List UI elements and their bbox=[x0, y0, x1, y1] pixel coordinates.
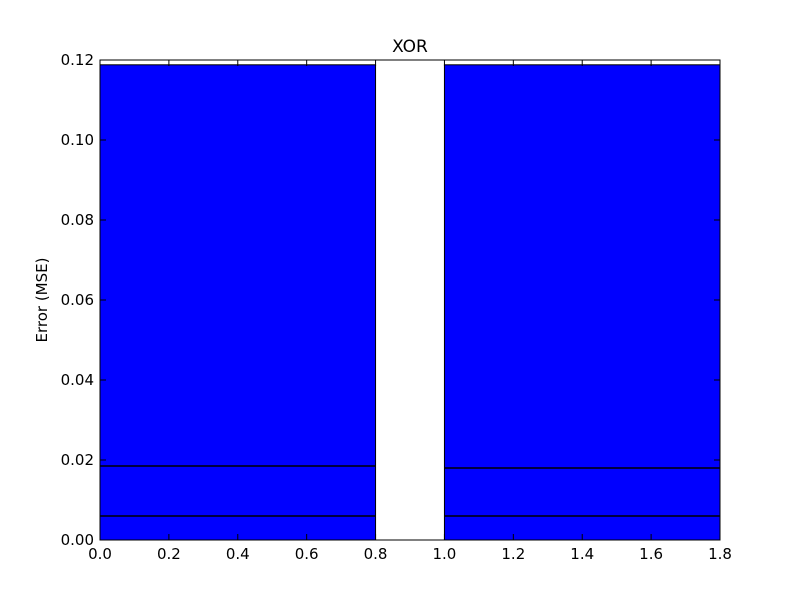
y-tick-label-2: 0.04 bbox=[61, 371, 94, 389]
y-tick-label-0: 0.00 bbox=[61, 531, 94, 549]
x-tick-label-1: 0.2 bbox=[157, 545, 181, 563]
chart-title: XOR bbox=[392, 37, 428, 57]
y-tick-label-6: 0.12 bbox=[61, 51, 94, 69]
ticks-layer: 0.0 0.2 0.4 0.6 0.8 1.0 1.2 1.4 1.6 1.8 0.00 0.02 0.… bbox=[61, 51, 732, 563]
x-tick-label-5: 1.0 bbox=[433, 545, 457, 563]
y-axis-label: Error (MSE) bbox=[33, 258, 51, 343]
x-tick-label-2: 0.4 bbox=[226, 545, 250, 563]
x-tick-label-0: 0.0 bbox=[88, 545, 112, 563]
x-tick-label-6: 1.2 bbox=[501, 545, 525, 563]
bar-0 bbox=[99, 64, 377, 541]
y-tick-label-1: 0.02 bbox=[61, 451, 94, 469]
x-tick-label-8: 1.6 bbox=[639, 545, 663, 563]
x-tick-label-4: 0.8 bbox=[364, 545, 388, 563]
x-tick-label-3: 0.6 bbox=[295, 545, 319, 563]
x-tick-label-7: 1.4 bbox=[570, 545, 594, 563]
bars-layer bbox=[99, 64, 721, 541]
x-tick-label-9: 1.8 bbox=[708, 545, 732, 563]
y-tick-label-5: 0.10 bbox=[61, 131, 94, 149]
plot-frame bbox=[99, 59, 721, 541]
y-tick-label-3: 0.06 bbox=[61, 291, 94, 309]
y-tick-label-4: 0.08 bbox=[61, 211, 94, 229]
bar-1 bbox=[443, 64, 721, 541]
